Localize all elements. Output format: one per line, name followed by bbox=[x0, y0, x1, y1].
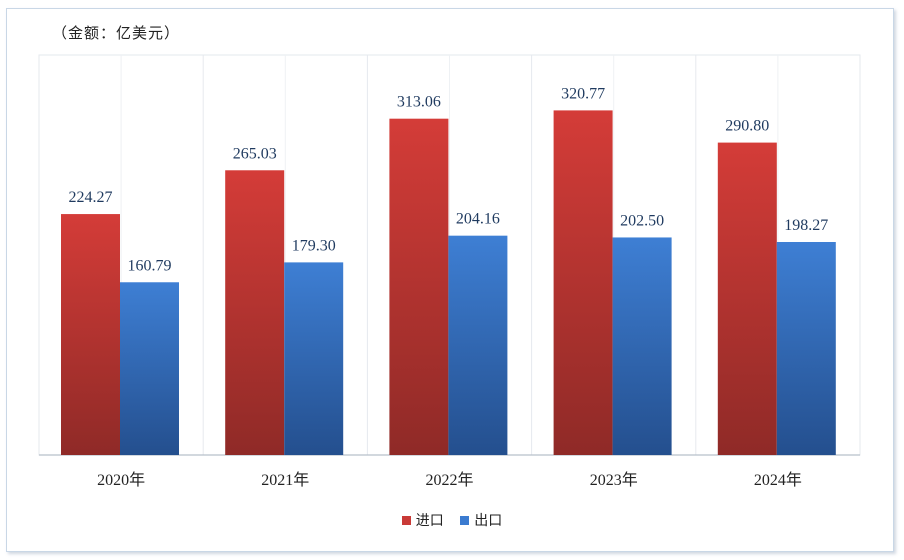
legend: 进口 出口 bbox=[0, 510, 904, 530]
legend-swatch-import bbox=[401, 515, 411, 525]
import-value-label: 224.27 bbox=[69, 189, 113, 206]
export-value-label: 179.30 bbox=[292, 237, 336, 254]
export-bar bbox=[448, 235, 508, 455]
import-bar bbox=[717, 142, 777, 455]
legend-label-export: 出口 bbox=[474, 513, 503, 529]
x-tick-label: 2023年 bbox=[590, 471, 638, 489]
x-tick-label: 2022年 bbox=[425, 471, 473, 489]
export-bar bbox=[776, 242, 836, 455]
import-bar bbox=[61, 214, 120, 455]
unit-note: （金额：亿美元） bbox=[52, 24, 181, 42]
legend-item-import: 进口 bbox=[401, 510, 444, 530]
export-bar bbox=[284, 262, 344, 455]
import-value-label: 290.80 bbox=[725, 118, 769, 135]
import-value-label: 320.77 bbox=[561, 85, 605, 102]
value-label-group: 224.27 160.79 265.03 179.30 313.06 204.16 320.… bbox=[69, 85, 829, 274]
import-bar bbox=[389, 118, 449, 455]
import-value-label: 313.06 bbox=[397, 94, 441, 111]
export-value-label: 204.16 bbox=[456, 211, 500, 228]
x-tick-label: 2024年 bbox=[754, 471, 802, 489]
export-value-label: 198.27 bbox=[784, 217, 828, 234]
export-value-label: 160.79 bbox=[128, 257, 172, 274]
import-bar bbox=[225, 170, 285, 456]
x-tick-label: 2021年 bbox=[261, 471, 309, 489]
export-value-label: 202.50 bbox=[620, 212, 664, 229]
import-bar bbox=[553, 110, 613, 456]
export-bar bbox=[612, 237, 672, 455]
bar-group bbox=[61, 110, 836, 456]
import-value-label: 265.03 bbox=[233, 145, 277, 162]
legend-label-import: 进口 bbox=[415, 513, 444, 529]
legend-swatch-export bbox=[460, 515, 470, 525]
x-tick-group: 2020年 2021年 2022年 2023年 2024年 bbox=[97, 471, 802, 489]
legend-item-export: 出口 bbox=[460, 510, 502, 530]
x-tick-label: 2020年 bbox=[97, 471, 145, 489]
export-bar bbox=[120, 282, 179, 455]
